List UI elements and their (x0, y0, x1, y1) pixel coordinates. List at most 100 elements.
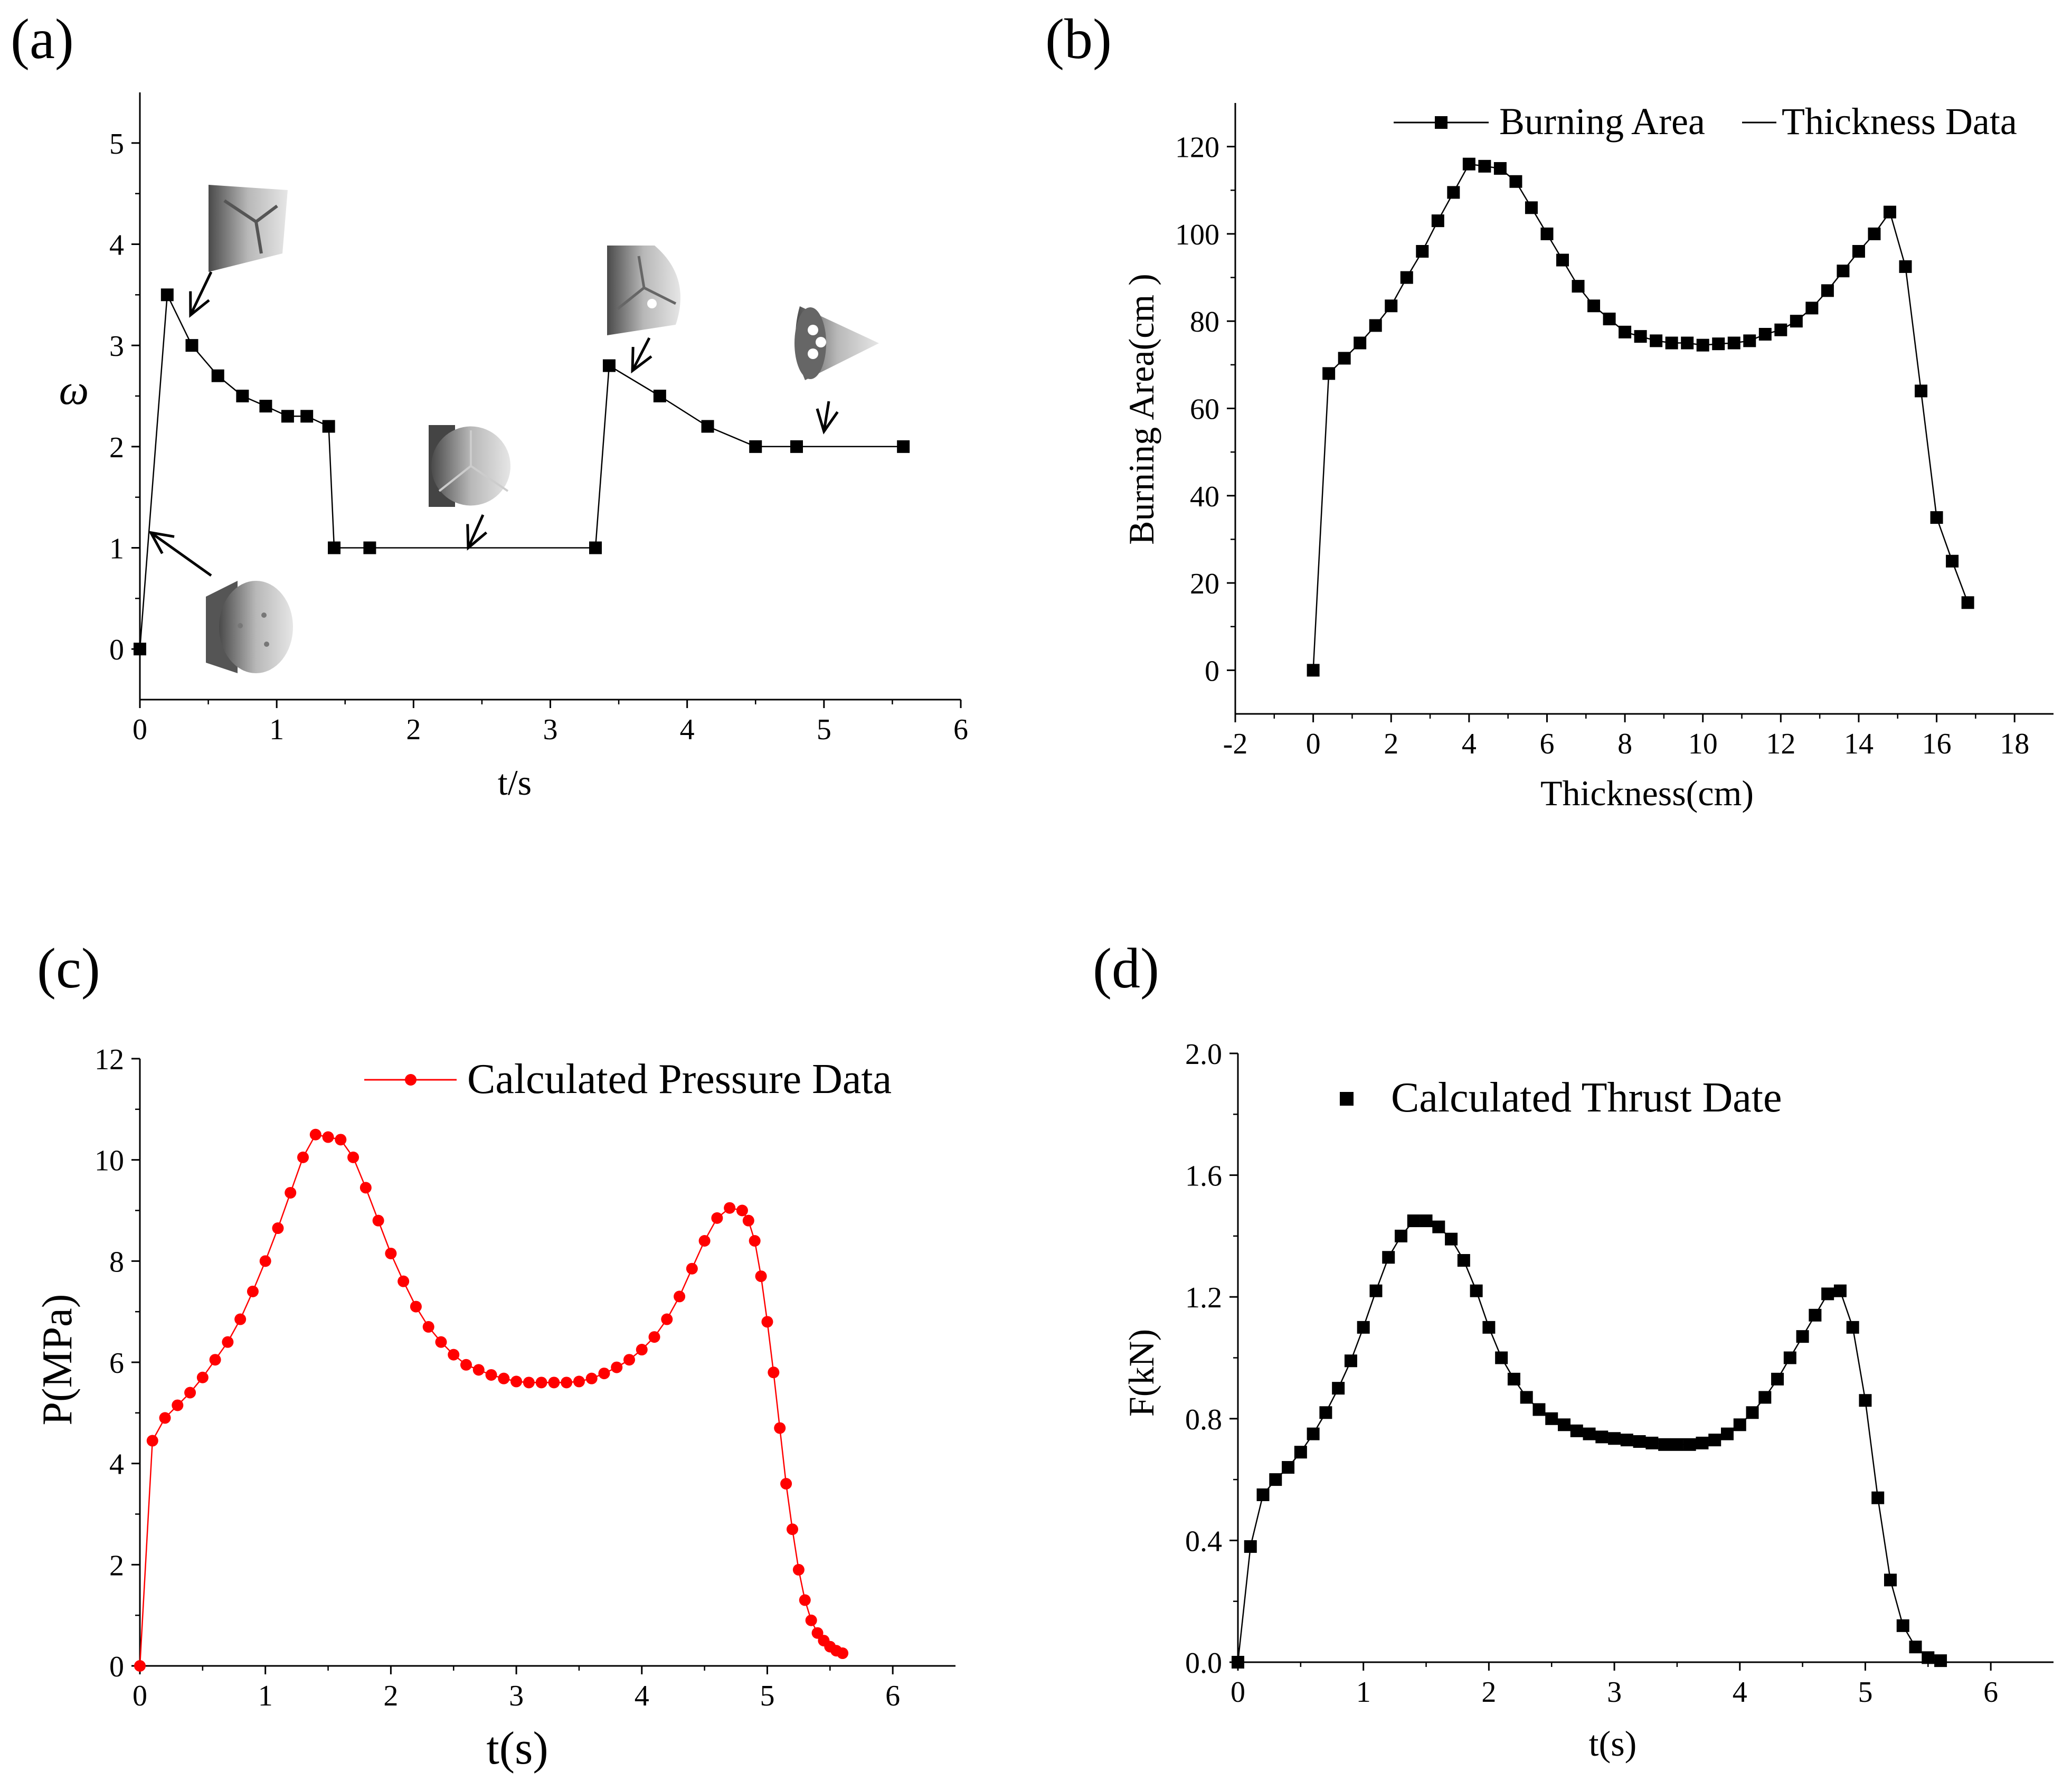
y-tick-label-d: 2.0 (1185, 1038, 1222, 1071)
panel-b-chart: (b) -2 0 2 4 6 8 10 12 14 16 18 0 20 40 60 80 100 120 Bur… (1045, 8, 2054, 813)
y-axis-label-a: ω (59, 367, 89, 413)
y-tick-label-d: 1.2 (1185, 1281, 1222, 1314)
data-point-d (1696, 1436, 1709, 1449)
data-point-d (1470, 1284, 1483, 1297)
data-point-c (422, 1321, 434, 1333)
data-point-c (780, 1478, 792, 1490)
data-point-a (236, 390, 249, 402)
data-point-d (1244, 1540, 1257, 1553)
data-point-a (134, 643, 146, 656)
data-point-c (548, 1377, 560, 1389)
grain-shape-second-peak-icon (607, 246, 680, 335)
data-point-d (1884, 1573, 1897, 1587)
y-tick-label-b: 100 (1175, 219, 1219, 251)
data-point-a (897, 440, 910, 453)
panel-label-d: (d) (1093, 937, 1159, 1000)
y-tick-label-a: 4 (109, 229, 124, 262)
data-point-c (736, 1204, 748, 1217)
data-point-d (1407, 1214, 1420, 1228)
x-tick-label-c: 1 (258, 1680, 273, 1712)
data-point-b (1431, 214, 1444, 228)
data-point-b (1727, 336, 1740, 350)
data-point-c (636, 1344, 648, 1356)
data-point-d (1307, 1427, 1320, 1440)
annotation-arrowhead (816, 408, 839, 435)
data-point-c (184, 1387, 196, 1399)
data-point-b (1634, 330, 1647, 343)
x-tick-label-b: -2 (1223, 728, 1248, 760)
x-tick-label-a: 0 (133, 713, 147, 746)
data-point-b (1556, 253, 1569, 267)
data-point-b (1650, 334, 1663, 347)
data-point-b (1665, 336, 1678, 350)
data-point-c (661, 1313, 673, 1325)
data-point-b (1915, 384, 1928, 398)
data-point-b (1758, 328, 1772, 341)
y-tick-label-c: 10 (94, 1145, 124, 1177)
data-point-c (510, 1375, 523, 1388)
data-point-c (335, 1134, 347, 1146)
data-point-a (160, 288, 174, 301)
annotation-arrowhead (148, 531, 175, 554)
legend-label-thrust: Calculated Thrust Date (1391, 1075, 1782, 1121)
data-point-d (1232, 1656, 1244, 1669)
data-point-a (701, 420, 714, 433)
data-point-d (1256, 1488, 1270, 1501)
data-point-d (1721, 1427, 1734, 1440)
data-point-c (837, 1647, 849, 1660)
data-point-d (1482, 1321, 1496, 1334)
x-tick-label-a: 4 (680, 713, 695, 746)
data-point-b (1821, 284, 1834, 297)
data-point-c (359, 1182, 372, 1194)
data-point-c (448, 1349, 460, 1361)
x-tick-label-b: 16 (1922, 728, 1952, 760)
y-tick-label-b: 40 (1190, 480, 1219, 513)
data-point-b (1743, 334, 1756, 347)
data-point-c (711, 1212, 723, 1224)
annotation-arrow (822, 401, 830, 432)
legend-marker-pressure (405, 1074, 417, 1086)
annotation-arrowhead (466, 524, 488, 551)
data-point-d (1520, 1391, 1533, 1404)
data-point-b (1805, 301, 1819, 315)
data-point-b (1369, 319, 1382, 332)
data-point-b (1354, 336, 1367, 350)
data-point-d (1683, 1438, 1696, 1451)
data-point-b (1540, 227, 1554, 240)
x-tick-label-a: 6 (953, 713, 968, 746)
data-point-c (742, 1214, 754, 1227)
x-tick-label-c: 2 (383, 1680, 398, 1712)
y-tick-label-d: 0.0 (1185, 1647, 1222, 1680)
x-tick-label-b: 12 (1766, 728, 1795, 760)
data-point-c (410, 1301, 422, 1313)
data-point-d (1583, 1427, 1596, 1440)
data-point-d (1344, 1354, 1357, 1368)
data-point-b (1587, 299, 1601, 313)
data-point-b (1447, 186, 1460, 199)
data-point-c (623, 1354, 635, 1366)
data-point-c (322, 1131, 334, 1143)
data-point-b (1852, 244, 1865, 258)
y-tick-label-b: 0 (1205, 655, 1219, 687)
x-tick-label-b: 8 (1617, 728, 1632, 760)
data-point-c (385, 1247, 397, 1259)
data-point-b (1868, 227, 1881, 240)
x-tick-label-a: 3 (543, 713, 558, 746)
panel-label-a: (a) (11, 8, 74, 71)
data-point-d (1395, 1229, 1407, 1242)
y-axis-label-d: F(kN) (1121, 1329, 1161, 1417)
data-point-a (211, 369, 224, 382)
data-point-d (1633, 1435, 1646, 1448)
data-point-c (398, 1275, 410, 1287)
data-point-b (1619, 325, 1632, 338)
data-point-b (1400, 271, 1413, 284)
data-point-c (585, 1372, 598, 1384)
data-point-c (460, 1359, 472, 1371)
panel-label-c: (c) (37, 937, 100, 1000)
data-point-c (561, 1377, 573, 1389)
x-axis-label-b: Thickness(cm) (1540, 773, 1754, 813)
legend-label-thickness-data: Thickness Data (1782, 100, 2017, 143)
series-line-c (139, 1134, 843, 1666)
data-point-b (1416, 244, 1429, 258)
